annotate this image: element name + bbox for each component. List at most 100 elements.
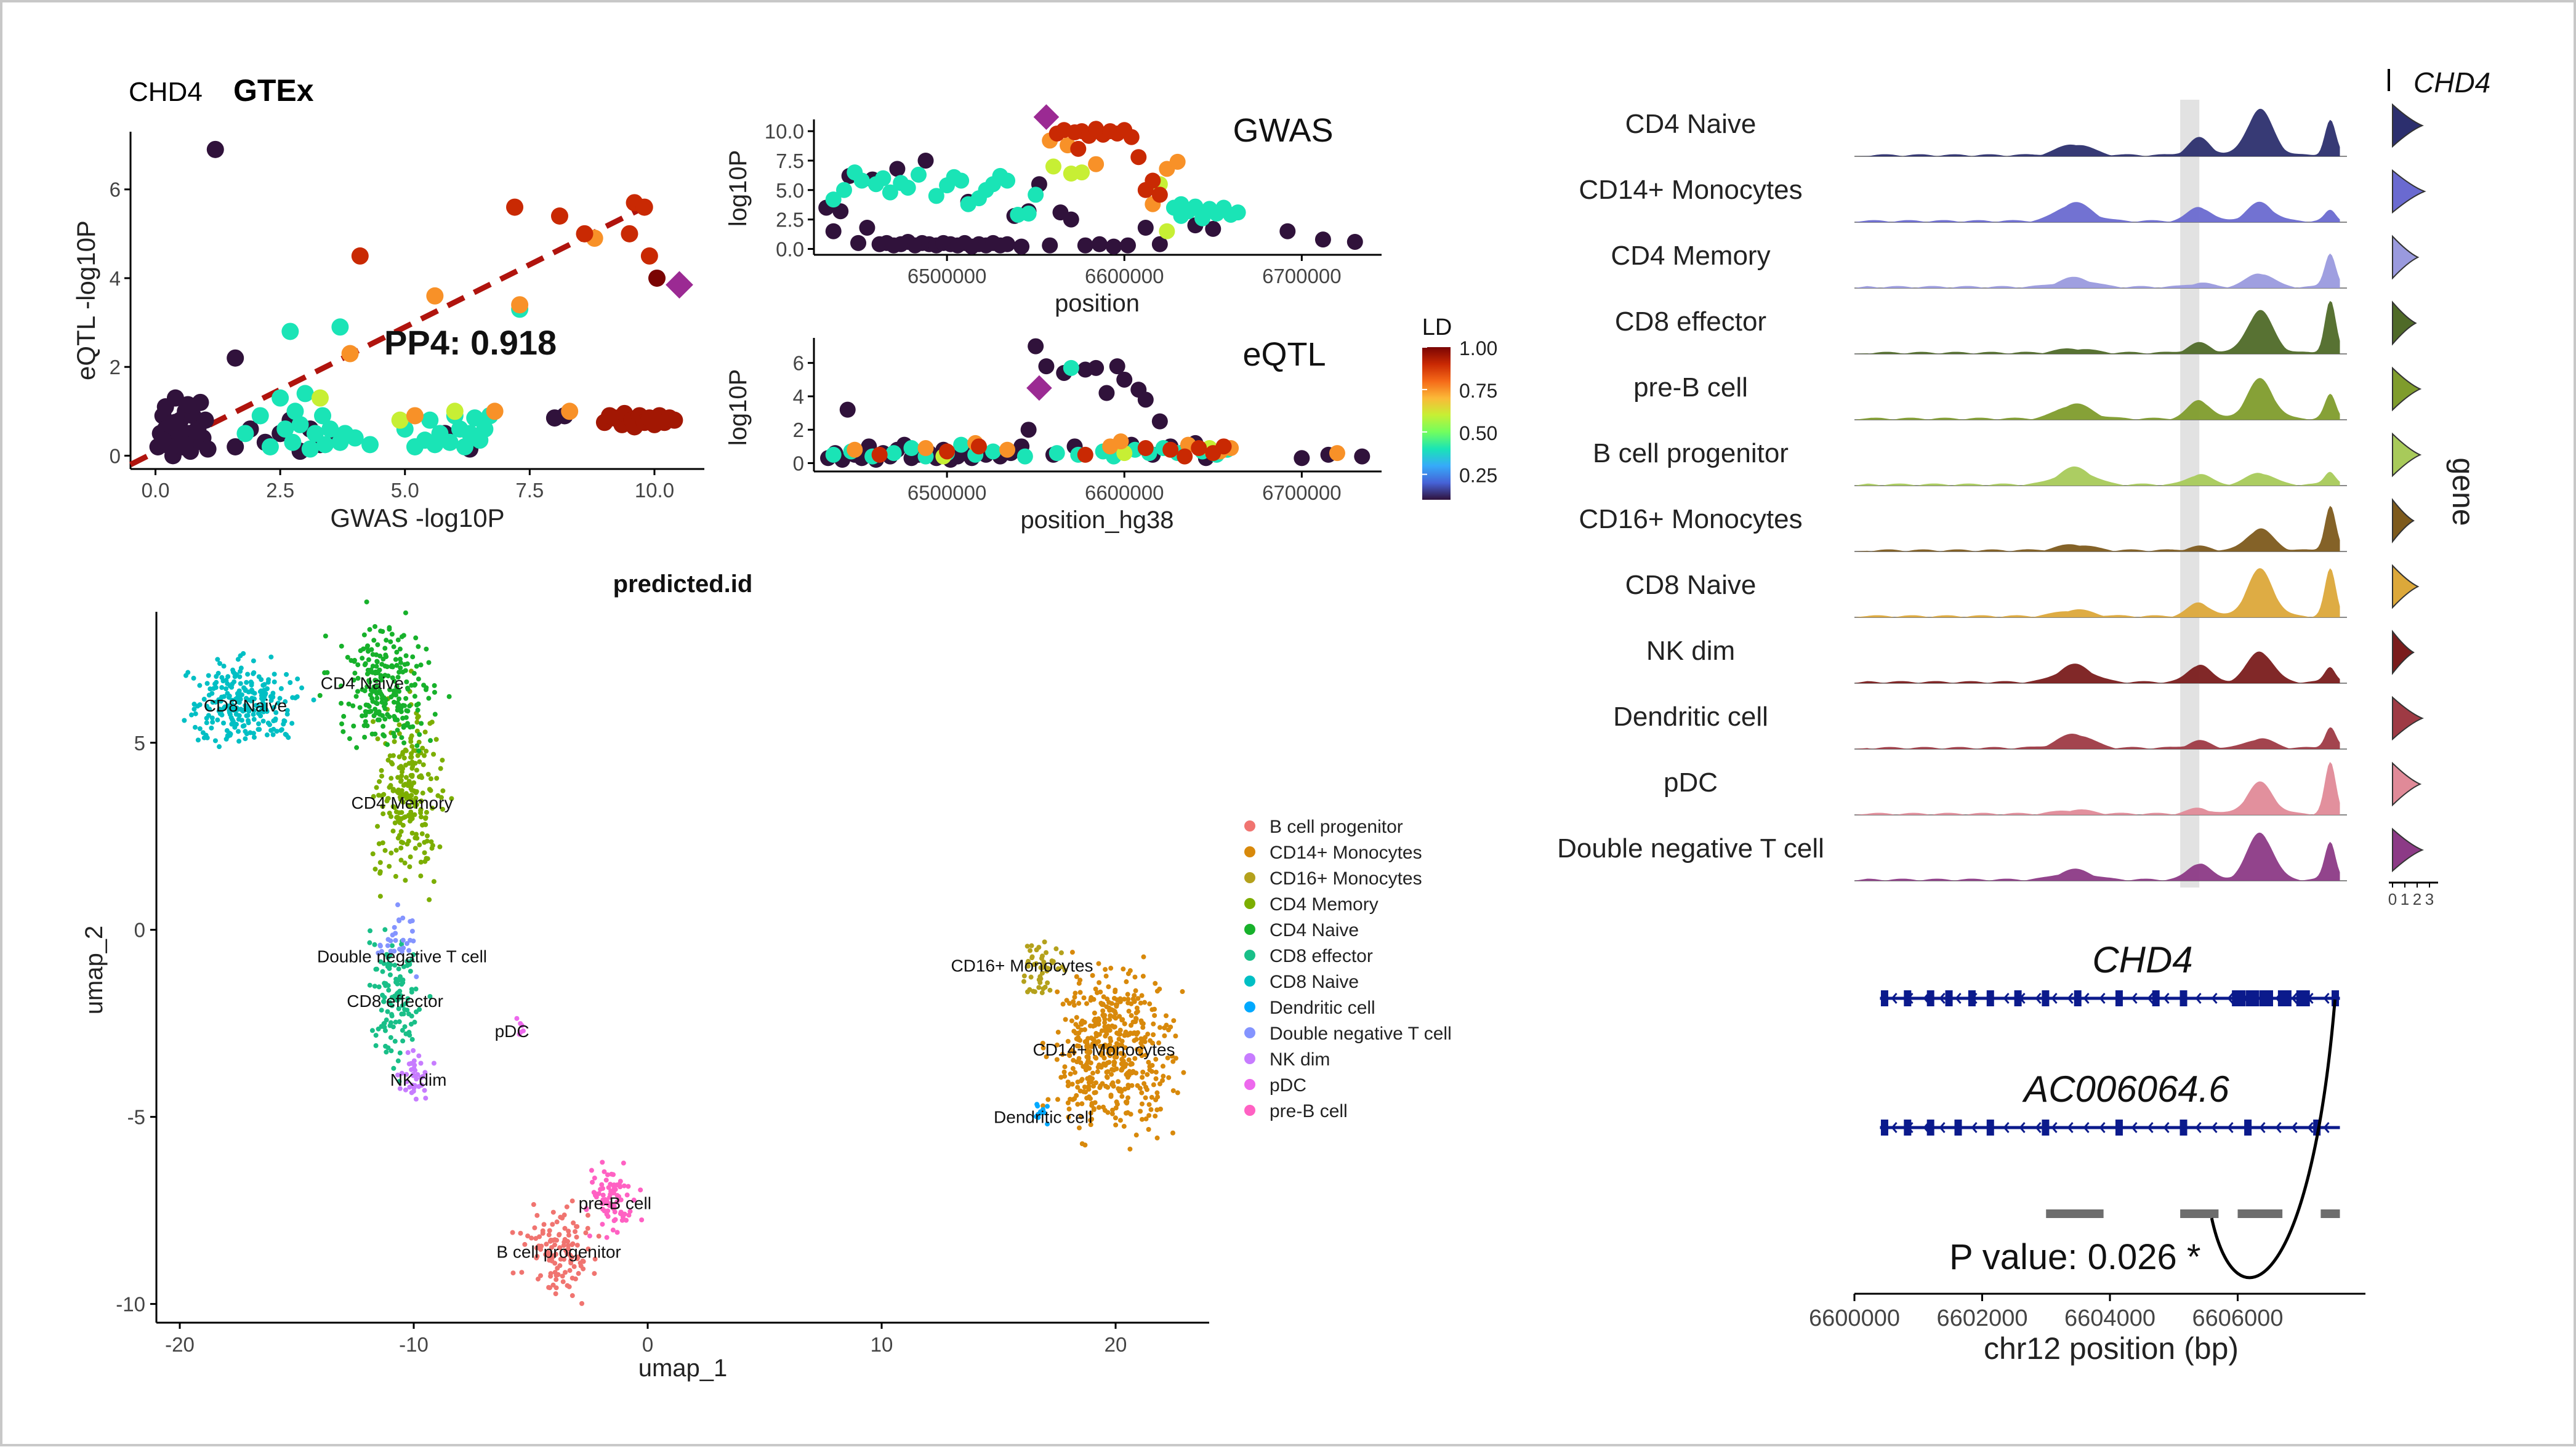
umap-cell-point [195, 737, 201, 743]
coloc-point [640, 247, 658, 265]
gene-strand-arrow [2259, 1122, 2266, 1133]
umap-cell-point [431, 879, 437, 884]
umap-cell-point [402, 662, 408, 667]
umap-cell-point [405, 996, 411, 1001]
umap-cell-point [550, 1254, 555, 1260]
umap-cell-point [557, 1232, 562, 1237]
umap-cell-point [570, 1293, 575, 1299]
umap-cell-point [204, 715, 209, 721]
umap-cell-point [398, 828, 404, 834]
gene-exon [1904, 990, 1912, 1006]
umap-cell-point [639, 1217, 645, 1223]
eqtl-x-tick-label: 6700000 [1262, 481, 1341, 504]
umap-cell-point [1021, 973, 1027, 979]
umap-cell-point [626, 1213, 632, 1218]
umap-cell-point [603, 1177, 609, 1183]
eqtl-point [1137, 391, 1154, 408]
umap-cell-point [1106, 1050, 1111, 1056]
umap-cell-point [379, 773, 385, 779]
gene-exon [1880, 990, 1888, 1006]
umap-cell-point [624, 1217, 629, 1223]
umap-cell-point [1122, 996, 1127, 1002]
umap-cell-point [621, 1160, 626, 1166]
umap-cell-point [1143, 1116, 1149, 1121]
umap-cell-point [363, 719, 368, 724]
umap-cell-point [1074, 1036, 1079, 1041]
umap-cell-point [540, 1228, 545, 1233]
coverage-track-label: pDC [1664, 768, 1718, 798]
gwas-point [859, 220, 875, 236]
gwas-point [1137, 220, 1154, 236]
umap-cell-point [233, 711, 239, 717]
coloc-pp4-annotation: PP4: 0.918 [384, 323, 557, 362]
umap-cell-point [553, 1277, 559, 1282]
umap-cell-point [413, 1073, 418, 1079]
umap-cell-point [377, 942, 383, 948]
coverage-area [1854, 505, 2340, 551]
umap-cell-point [1042, 939, 1047, 945]
eqtl-point [985, 443, 1002, 460]
umap-cluster-label: CD16+ Monocytes [951, 956, 1093, 975]
umap-cell-point [251, 658, 256, 663]
umap-cell-point [243, 729, 248, 734]
umap-cell-point [403, 747, 408, 753]
umap-cell-point [1130, 1031, 1136, 1036]
umap-cell-point [581, 1259, 586, 1264]
umap-cell-point [1113, 1002, 1119, 1008]
umap-cell-point [418, 873, 424, 879]
umap-cell-point [390, 675, 395, 681]
umap-cell-point [197, 726, 203, 731]
gene-strand-arrow [2163, 1122, 2170, 1133]
umap-cell-point [273, 710, 279, 715]
umap-cell-point [1162, 1033, 1167, 1038]
umap-cell-point [1168, 1024, 1173, 1030]
gene-strand-arrow [2067, 993, 2074, 1004]
umap-cell-point [362, 688, 368, 694]
umap-cell-point [1072, 995, 1077, 1000]
umap-cell-point [1140, 1044, 1145, 1049]
umap-cell-point [425, 833, 430, 839]
umap-cell-point [1103, 967, 1108, 972]
eqtl-point [970, 438, 987, 455]
umap-cell-point [278, 686, 284, 691]
umap-cluster-label: pre-B cell [579, 1193, 651, 1213]
umap-cell-point [1081, 995, 1087, 1001]
umap-cell-point [391, 1065, 396, 1071]
umap-cluster-label: pDC [495, 1022, 529, 1041]
gwas-point [953, 172, 970, 189]
umap-cluster-label: CD8 effector [347, 992, 443, 1011]
coloc-point [236, 425, 254, 443]
coverage-area [1854, 108, 2340, 156]
umap-cell-point [226, 694, 231, 700]
umap-cell-point [422, 850, 427, 856]
umap-cell-point [411, 1048, 416, 1053]
umap-cell-point [392, 734, 397, 739]
umap-cell-point [1170, 1088, 1176, 1094]
gwas-point [1013, 238, 1030, 255]
umap-cell-point [339, 643, 344, 649]
umap-cell-point [596, 1233, 602, 1239]
umap-cell-point [217, 661, 222, 667]
umap-cell-point [412, 1062, 417, 1068]
umap-cell-point [433, 737, 439, 742]
umap-cell-point [340, 729, 346, 734]
violin-facet-label: gene [2446, 457, 2481, 526]
umap-cell-point [1132, 1056, 1138, 1061]
umap-cell-point [1116, 1079, 1121, 1084]
umap-cell-point [1066, 1115, 1071, 1120]
umap-cell-point [581, 1266, 586, 1272]
umap-cell-point [1122, 1045, 1128, 1051]
umap-cell-point [221, 720, 227, 726]
umap-cell-point [1095, 1069, 1100, 1075]
coloc-regression-line [129, 204, 646, 467]
coloc-point [154, 431, 172, 449]
umap-cell-point [1042, 984, 1048, 990]
umap-cell-point [1040, 1045, 1046, 1051]
umap-cell-point [386, 987, 392, 993]
umap-cell-point [1082, 1020, 1087, 1025]
umap-cell-point [414, 974, 419, 979]
gene-exon [1926, 1120, 1934, 1136]
gwas-y-tick-label: 5.0 [776, 179, 804, 202]
umap-cell-point [407, 703, 413, 709]
umap-cell-point [1044, 1054, 1049, 1059]
